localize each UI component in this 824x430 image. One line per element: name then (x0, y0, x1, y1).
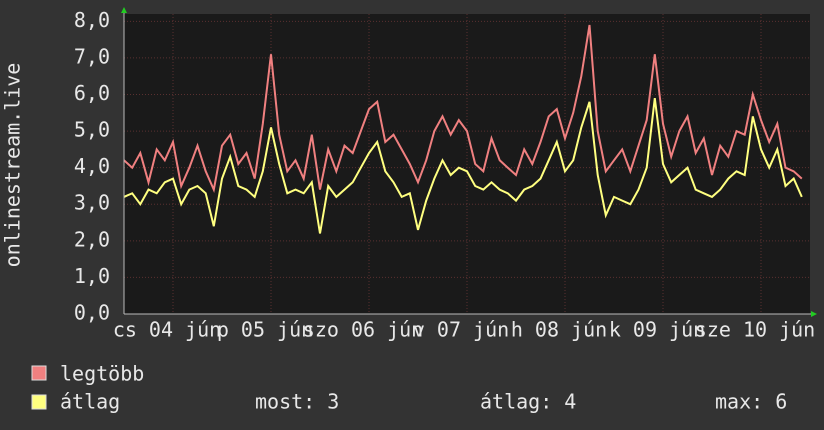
stat: max: 6 (715, 390, 787, 414)
x-tick-label: h 08 jún (511, 318, 607, 342)
y-tick-label: 0,0 (74, 301, 110, 325)
stat: átlag: 4 (480, 390, 576, 414)
y-tick-label: 8,0 (74, 8, 110, 32)
y-tick-label: 5,0 (74, 118, 110, 142)
x-tick-label: k 09 jún (609, 318, 705, 342)
lines (123, 24, 803, 234)
legend-swatch (31, 365, 47, 381)
y-tick-label: 1,0 (74, 264, 110, 288)
legend-label: legtöbb (60, 362, 144, 386)
y-axis-label: onlinestream.live (1, 63, 25, 268)
y-tick-label: 2,0 (74, 227, 110, 251)
y-tick-label: 4,0 (74, 154, 110, 178)
legend-swatch (31, 394, 47, 410)
y-tick-label: 6,0 (74, 81, 110, 105)
axis-arrow (811, 311, 817, 317)
x-tick-label: v 07 jún (413, 318, 509, 342)
x-tick-label: p 05 jún (217, 318, 313, 342)
y-tick-label: 3,0 (74, 191, 110, 215)
legend-label: átlag (60, 390, 120, 414)
series-line (123, 24, 803, 193)
axis-arrow (121, 7, 127, 13)
x-tick-label: szo 06 jún (303, 318, 423, 342)
x-tick-label: sze 10 jún (695, 318, 815, 342)
stat: most: 3 (255, 390, 339, 414)
y-tick-label: 7,0 (74, 44, 110, 68)
x-tick-label: cs 04 jún (113, 318, 221, 342)
series-line (123, 97, 803, 234)
